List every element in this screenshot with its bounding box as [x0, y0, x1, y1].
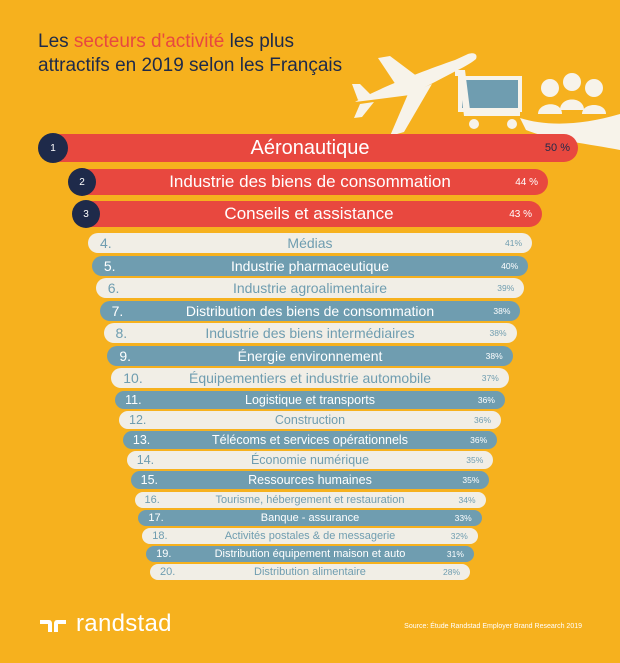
rank-number: 20. [160, 566, 176, 579]
rank-number: 15. [140, 473, 159, 488]
rank-badge: 2 [68, 168, 96, 196]
category-label: Distribution alimentaire [254, 566, 366, 579]
value-label: 38% [485, 350, 503, 361]
category-label: Énergie environnement [237, 347, 383, 364]
value-label: 36% [473, 414, 491, 425]
value-label: 35% [466, 455, 484, 466]
category-label: Conseils et assistance [224, 204, 394, 223]
value-label: 44 % [515, 176, 538, 188]
rank-number: 4. [100, 235, 112, 251]
ranking-row: 10. Équipementiers et industrie automobil… [111, 368, 509, 388]
ranking-row: 7. Distribution des biens de consommation… [99, 300, 521, 321]
ranking-row: 17. Banque - assurance 33% [138, 509, 482, 526]
ranking-row: 2 Industrie des biens de consommation 44 % [68, 168, 548, 196]
ranking-row: 16. Tourisme, hébergement et restauration… [134, 491, 486, 508]
value-label: 28% [442, 567, 460, 578]
title-part2: les plus attractifs en 2019 selon les Fr… [38, 31, 343, 76]
category-label: Industrie agroalimentaire [232, 280, 388, 296]
category-label: Distribution des biens de consommation [185, 302, 435, 319]
ranking-row: 8. Industrie des biens intermédiaires 38% [103, 323, 517, 343]
rank-number: 16. [144, 493, 160, 506]
value-label: 43 % [509, 208, 532, 220]
rank-number: 6. [107, 280, 120, 296]
value-label: 41% [504, 238, 522, 248]
rank-badge: 1 [38, 133, 68, 163]
rank-number: 9. [119, 347, 132, 364]
value-label: 32% [450, 530, 468, 541]
rank-number: 11. [125, 392, 142, 407]
rank-number: 13. [132, 432, 151, 447]
rank-number: 8. [115, 325, 128, 341]
rank-number: 17. [148, 511, 164, 524]
category-label: Industrie des biens intermédiaires [205, 325, 415, 341]
rank-number: 19. [156, 548, 172, 561]
category-label: Distribution équipement maison et auto [214, 548, 406, 561]
category-label: Construction [274, 412, 346, 427]
logo-text: randstad [76, 610, 172, 637]
category-label: Équipementiers et industrie automobile [188, 370, 432, 386]
value-label: 37% [481, 373, 499, 383]
ranking-row: 4. Médias 41% [88, 233, 532, 253]
category-label: Économie numérique [250, 453, 370, 468]
rank-number: 7. [111, 302, 124, 319]
ranking-row: 18. Activités postales & de messagerie 32% [142, 527, 478, 544]
rank-number: 14. [136, 453, 155, 468]
rank-number: 5. [103, 257, 116, 274]
rank-number: 18. [152, 529, 168, 542]
category-label: Tourisme, hébergement et restauration [215, 493, 405, 506]
ranking-row: 14. Économie numérique 35% [126, 451, 494, 470]
value-label: 40% [501, 260, 519, 271]
ranking-row: 13. Télécoms et services opérationnels 36% [122, 430, 498, 449]
value-label: 38% [493, 305, 511, 316]
randstad-logo: randstad [38, 610, 172, 638]
category-label: Médias [287, 235, 333, 251]
ranking-row: 5. Industrie pharmaceutique 40% [91, 255, 529, 276]
value-label: 36% [470, 434, 488, 445]
ranking-row: 20. Distribution alimentaire 28% [150, 564, 470, 581]
value-label: 50 % [544, 142, 570, 154]
value-label: 35% [462, 475, 480, 486]
category-label: Logistique et transports [245, 392, 375, 407]
category-label: Industrie des biens de consommation [169, 172, 451, 191]
ranking-row: 12. Construction 36% [119, 410, 501, 429]
value-label: 31% [446, 549, 464, 560]
ranking-row: 9. Énergie environnement 38% [107, 345, 513, 366]
rank-badge: 3 [72, 200, 100, 228]
category-label: Banque - assurance [260, 511, 360, 524]
ranking-row: 3 Conseils et assistance 43 % [72, 200, 542, 228]
value-label: 33% [454, 512, 472, 523]
rank-number: 10. [123, 370, 143, 386]
ranking-row: 19. Distribution équipement maison et aut… [146, 546, 474, 563]
source-note: Source: Étude Randstad Employer Brand Re… [404, 623, 582, 630]
value-label: 36% [477, 394, 495, 405]
category-label: Ressources humaines [248, 473, 372, 488]
cart-icon [455, 70, 522, 129]
category-label: Activités postales & de messagerie [224, 529, 396, 542]
value-label: 38% [489, 328, 507, 338]
category-label: Aéronautique [250, 136, 370, 159]
chart-title: Les secteurs d'activité les plus attract… [38, 30, 368, 78]
ranking-row: 1 Aéronautique 50 % [38, 133, 578, 163]
title-part1: Les [38, 31, 74, 52]
category-label: Télécoms et services opérationnels [212, 432, 408, 447]
randstad-logo-icon [40, 620, 66, 632]
rank-number: 12. [129, 412, 147, 427]
airplane-icon [352, 53, 477, 136]
title-highlight: secteurs d'activité [73, 31, 225, 52]
people-hand-icon [520, 73, 620, 150]
value-label: 39% [497, 283, 515, 293]
value-label: 34% [458, 494, 476, 505]
ranking-row: 6. Industrie agroalimentaire 39% [95, 278, 525, 298]
category-label: Industrie pharmaceutique [231, 257, 389, 274]
ranking-row: 15. Ressources humaines 35% [130, 471, 490, 490]
illustration [352, 53, 620, 150]
ranking-row: 11. Logistique et transports 36% [115, 390, 505, 409]
